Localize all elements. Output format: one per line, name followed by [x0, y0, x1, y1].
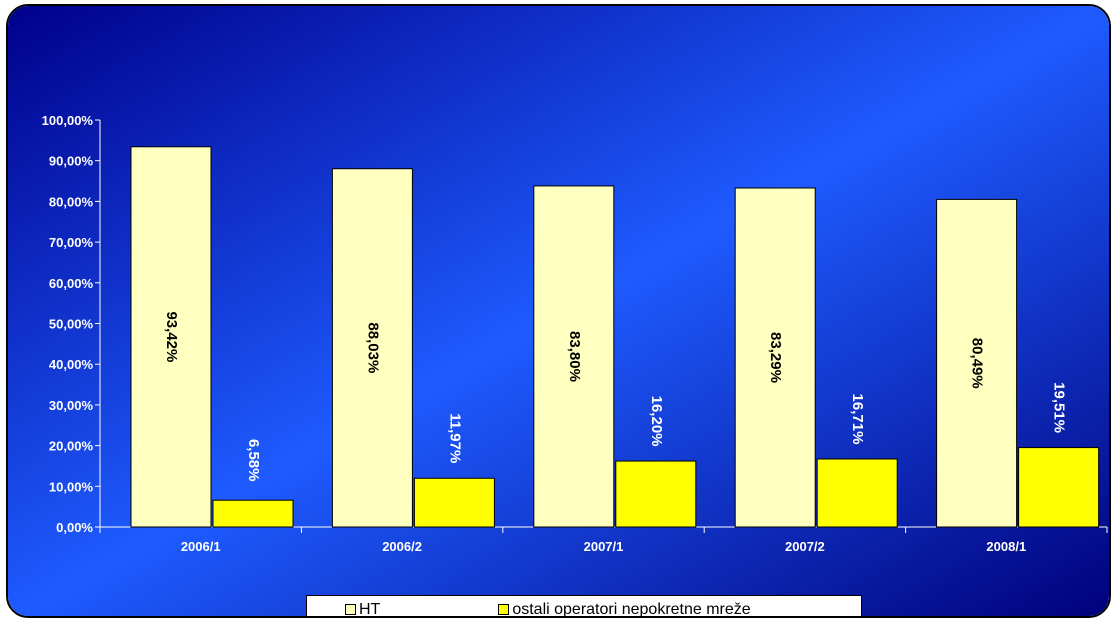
y-tick-label: 10,00% — [49, 479, 94, 494]
x-tick-label: 2007/2 — [785, 539, 825, 554]
x-tick-label: 2006/1 — [181, 539, 221, 554]
legend-label-ht: HT — [359, 600, 381, 618]
y-tick-label: 20,00% — [49, 439, 94, 454]
x-tick-label: 2007/1 — [584, 539, 624, 554]
data-label-ht: 83,80% — [566, 331, 583, 382]
data-label-ostali: 16,20% — [648, 396, 665, 447]
data-label-ostali: 6,58% — [245, 439, 262, 482]
bar-ht — [331, 168, 413, 528]
y-tick-label: 30,00% — [49, 398, 94, 413]
y-tick-label: 60,00% — [49, 276, 94, 291]
legend-swatch-ht — [345, 604, 356, 615]
y-tick-label: 50,00% — [49, 317, 94, 332]
data-label-ostali: 16,71% — [849, 394, 866, 445]
bar-ht — [734, 187, 816, 528]
legend: HT ostali operatori nepokretne mreže — [306, 595, 862, 618]
data-label-ht: 88,03% — [364, 322, 381, 373]
bar-ostali — [615, 460, 697, 528]
y-tick-label: 70,00% — [49, 235, 94, 250]
data-label-ht: 83,29% — [767, 332, 784, 383]
y-tick-label: 80,00% — [49, 194, 94, 209]
data-label-ht: 80,49% — [969, 338, 986, 389]
x-tick-label: 2006/2 — [382, 539, 422, 554]
data-label-ostali: 19,51% — [1051, 382, 1068, 433]
legend-item-ostali: ostali operatori nepokretne mreže — [498, 600, 751, 618]
bar-ht — [130, 146, 212, 528]
bar-ht — [533, 185, 615, 528]
legend-swatch-ostali — [498, 604, 510, 615]
bar-ostali — [1018, 447, 1100, 528]
bar-ostali — [212, 499, 294, 528]
y-tick-label: 90,00% — [49, 154, 94, 169]
legend-label-ostali: ostali operatori nepokretne mreže — [512, 600, 751, 618]
y-tick-label: 100,00% — [42, 113, 94, 128]
y-tick-label: 40,00% — [49, 357, 94, 372]
bar-ostali — [413, 477, 495, 528]
data-label-ostali: 11,97% — [446, 413, 463, 463]
data-label-ht: 93,42% — [163, 311, 180, 362]
bar-ostali — [816, 458, 898, 528]
chart-frame: 0,00% 10,00% 20,00% 30,00% 40,00% 50,00% 60,00… — [6, 4, 1111, 618]
bar-chart: 0,00% 10,00% 20,00% 30,00% 40,00% 50,00% 60,00… — [8, 6, 1109, 616]
x-tick-label: 2008/1 — [986, 539, 1026, 554]
bar-ht — [936, 198, 1018, 528]
y-tick-label: 0,00% — [56, 520, 93, 535]
legend-item-ht: HT — [345, 600, 381, 618]
